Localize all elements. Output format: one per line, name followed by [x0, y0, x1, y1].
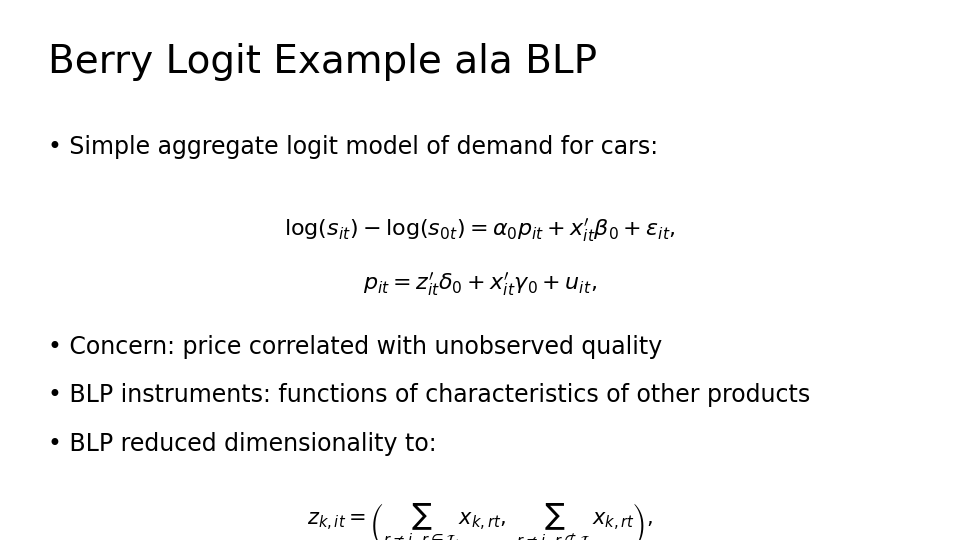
Text: • BLP reduced dimensionality to:: • BLP reduced dimensionality to: [48, 432, 437, 456]
Text: $\log(s_{it}) - \log(s_{0t}) = \alpha_0 p_{it} + x_{it}^{\prime}\beta_0 + \varep: $\log(s_{it}) - \log(s_{0t}) = \alpha_0 … [284, 216, 676, 244]
Text: $p_{it} = z_{it}^{\prime}\delta_0 + x_{it}^{\prime}\gamma_0 + u_{it},$: $p_{it} = z_{it}^{\prime}\delta_0 + x_{i… [363, 270, 597, 298]
Text: • Concern: price correlated with unobserved quality: • Concern: price correlated with unobser… [48, 335, 662, 359]
Text: • BLP instruments: functions of characteristics of other products: • BLP instruments: functions of characte… [48, 383, 810, 407]
Text: • Simple aggregate logit model of demand for cars:: • Simple aggregate logit model of demand… [48, 135, 659, 159]
Text: $z_{k,it} = \left( \sum_{r \neq i,\, r \in \mathcal{I}_t} x_{k,rt},\ \sum_{r \ne: $z_{k,it} = \left( \sum_{r \neq i,\, r \… [307, 502, 653, 540]
Text: Berry Logit Example ala BLP: Berry Logit Example ala BLP [48, 43, 597, 81]
